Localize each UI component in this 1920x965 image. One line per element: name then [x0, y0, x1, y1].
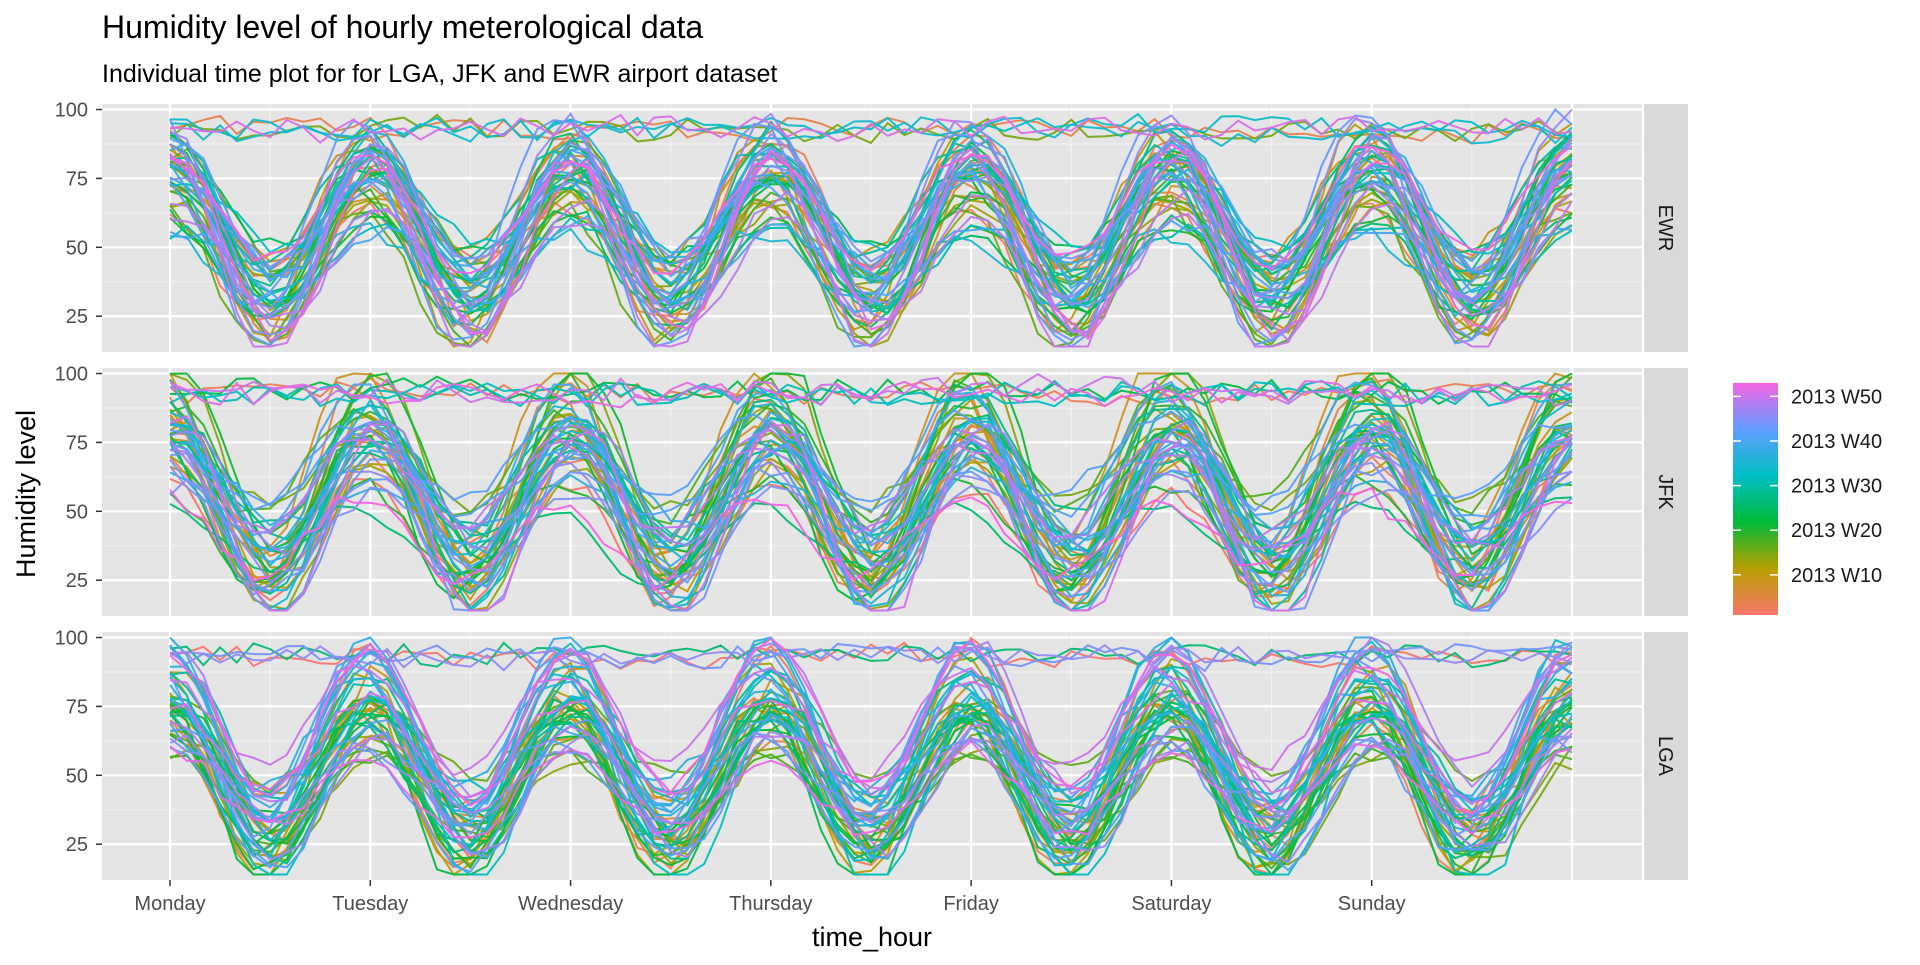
x-tick-label: Thursday: [729, 893, 812, 915]
series-line: [169, 432, 1573, 519]
series-line: [169, 112, 1573, 142]
series-line: [169, 739, 1573, 839]
series-line: [169, 113, 1573, 145]
series-line: [169, 414, 1573, 612]
series-lines: [169, 371, 1573, 612]
series-line: [169, 731, 1573, 836]
series-line: [169, 409, 1573, 512]
series-line: [169, 477, 1573, 584]
x-axis-ticks: Monday Tuesday Wednesday Thursday Friday Satu…: [134, 880, 1406, 915]
series-line: [169, 132, 1573, 317]
facet-lga: 25 50 75 100 LGA: [55, 628, 1688, 880]
series-line: [169, 641, 1573, 673]
series-line: [169, 108, 1573, 311]
series-line: [169, 716, 1573, 826]
series-line: [169, 373, 1573, 408]
series-line: [169, 486, 1573, 592]
facets-layer: 25 50 75 100 EWR 25 50 75 100 JFK 25 50 75 100 LGA: [55, 100, 1688, 880]
series-line: [169, 440, 1573, 545]
chart-subtitle: Individual time plot for for LGA, JFK an…: [102, 60, 777, 88]
x-tick-label: Sunday: [1338, 893, 1406, 915]
x-tick-label: Monday: [134, 893, 205, 915]
legend-label: 2013 W40: [1791, 431, 1882, 453]
series-line: [169, 145, 1573, 348]
y-axis-label: Humidity level: [11, 410, 41, 578]
series-line: [169, 709, 1573, 852]
series-line: [169, 375, 1573, 406]
y-tick-label: 25: [66, 834, 88, 856]
series-line: [169, 656, 1573, 839]
y-tick-label: 100: [55, 628, 88, 650]
series-line: [169, 697, 1573, 803]
series-line: [169, 419, 1573, 559]
x-tick-label: Tuesday: [332, 893, 408, 915]
legend-label: 2013 W20: [1791, 520, 1882, 542]
y-tick-label: 100: [55, 364, 88, 386]
series-line: [169, 200, 1573, 342]
series-line: [169, 129, 1573, 280]
series-line: [169, 143, 1573, 275]
y-tick-label: 75: [66, 432, 88, 454]
facet-strip: [1644, 632, 1688, 880]
facet-ewr: 25 50 75 100 EWR: [55, 100, 1688, 352]
series-line: [169, 380, 1573, 409]
series-line: [169, 712, 1573, 872]
y-tick-label: 25: [66, 306, 88, 328]
legend: 2013 W50 2013 W40 2013 W30 2013 W20 2013 W10: [1733, 383, 1882, 615]
series-line: [169, 680, 1573, 805]
facet-strip-label: JFK: [1654, 474, 1676, 510]
y-tick-label: 75: [66, 696, 88, 718]
legend-label: 2013 W10: [1791, 565, 1882, 587]
series-line: [169, 148, 1573, 343]
series-line: [169, 460, 1573, 599]
series-line: [169, 137, 1573, 286]
series-line: [169, 444, 1573, 612]
series-line: [169, 428, 1573, 551]
y-tick-label: 75: [66, 168, 88, 190]
series-line: [169, 380, 1573, 556]
series-line: [169, 116, 1573, 148]
series-line: [169, 124, 1573, 294]
y-tick-label: 50: [66, 501, 88, 523]
x-tick-label: Friday: [943, 893, 999, 915]
series-line: [169, 643, 1573, 673]
x-axis-label: time_hour: [812, 922, 932, 952]
series-line: [169, 379, 1573, 408]
facet-strip: [1644, 104, 1688, 352]
y-tick-label: 50: [66, 765, 88, 787]
series-line: [169, 168, 1573, 255]
chart-title: Humidity level of hourly meterological d…: [102, 9, 703, 45]
facet-strip-label: EWR: [1654, 205, 1676, 252]
legend-label: 2013 W50: [1791, 386, 1882, 408]
x-tick-label: Saturday: [1131, 893, 1211, 915]
series-line: [169, 637, 1573, 816]
series-lines: [169, 636, 1573, 877]
facet-jfk: 25 50 75 100 JFK: [55, 364, 1688, 616]
series-line: [169, 215, 1573, 309]
series-line: [169, 730, 1573, 873]
series-line: [169, 643, 1573, 672]
legend-colorbar: [1733, 383, 1778, 615]
facet-strip: [1644, 368, 1688, 616]
x-tick-label: Wednesday: [518, 893, 623, 915]
series-line: [169, 660, 1573, 833]
series-line: [169, 163, 1573, 272]
facet-strip-label: LGA: [1654, 736, 1676, 777]
series-lines: [169, 107, 1573, 348]
y-tick-label: 100: [55, 100, 88, 122]
legend-label: 2013 W30: [1791, 476, 1882, 498]
y-tick-label: 25: [66, 570, 88, 592]
series-line: [169, 113, 1573, 145]
y-tick-label: 50: [66, 237, 88, 259]
series-line: [169, 434, 1573, 545]
series-line: [169, 730, 1573, 864]
